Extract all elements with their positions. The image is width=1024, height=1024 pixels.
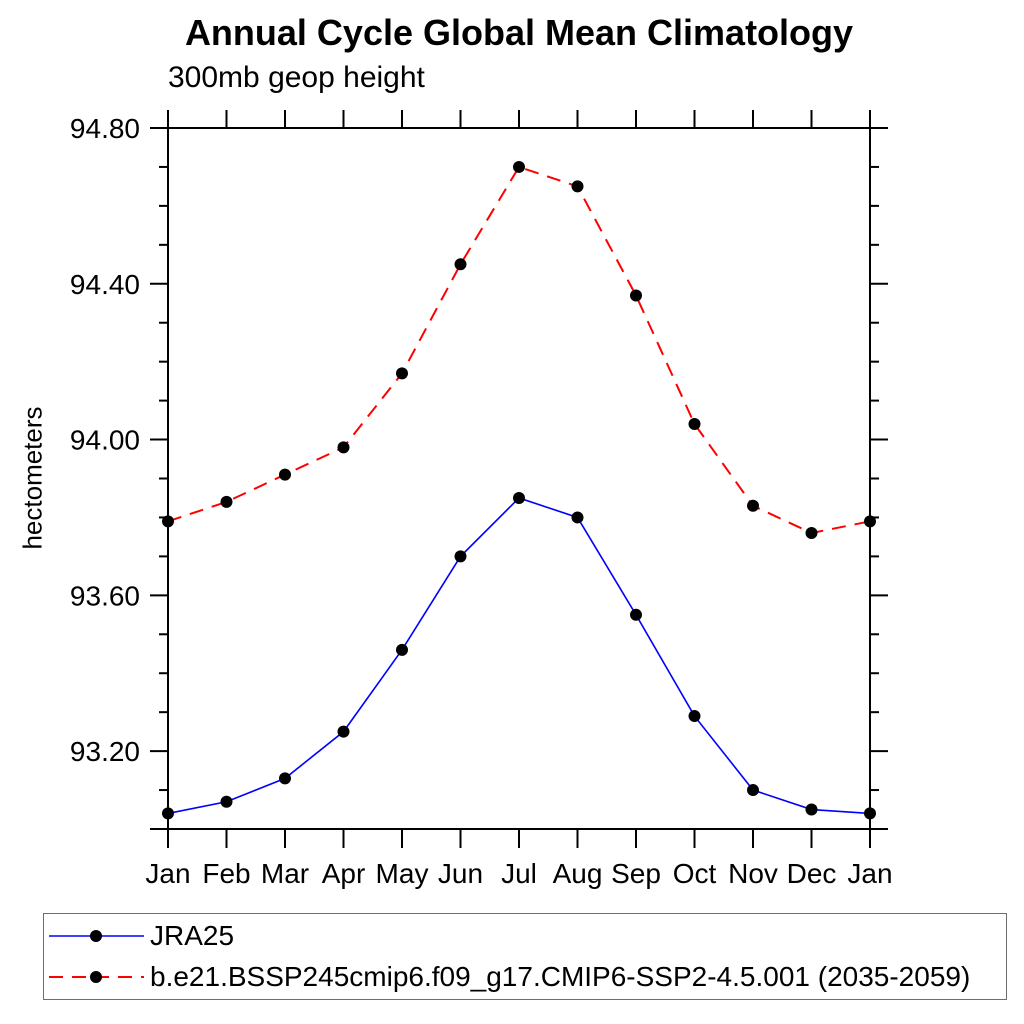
data-point <box>864 807 876 820</box>
x-tick-label: Jan <box>847 858 892 889</box>
y-tick-label: 94.80 <box>70 113 140 144</box>
x-tick-label: Oct <box>673 858 717 889</box>
series-line-0 <box>167 497 871 815</box>
legend-label: b.e21.BSSP245cmip6.f09_g17.CMIP6-SSP2-4.… <box>150 961 971 993</box>
legend-item-jra25: JRA25 <box>44 916 1006 956</box>
x-tick-label: Sep <box>611 858 661 889</box>
legend-line-sample-solid <box>49 929 144 942</box>
chart-title: Annual Cycle Global Mean Climatology <box>184 12 854 53</box>
data-point <box>688 710 701 723</box>
data-point <box>864 515 876 528</box>
data-point <box>454 258 467 271</box>
data-point <box>571 180 584 193</box>
data-point <box>396 367 408 380</box>
data-point <box>688 417 701 430</box>
legend-sample-marker <box>90 971 102 984</box>
x-tick-label: Jun <box>438 858 483 889</box>
data-point <box>162 515 174 528</box>
data-point <box>162 807 174 820</box>
data-point <box>513 160 525 173</box>
y-axis-label: hectometers <box>17 406 48 550</box>
y-tick-label: 93.20 <box>70 736 140 767</box>
x-tick-label: Jan <box>145 858 190 889</box>
data-point <box>747 499 759 512</box>
data-point <box>630 608 642 621</box>
data-point <box>805 803 818 816</box>
y-tick-label: 93.60 <box>70 580 140 611</box>
legend-sample-marker <box>90 929 102 942</box>
series-line-1 <box>167 165 871 535</box>
x-tick-label: Dec <box>787 858 837 889</box>
x-tick-label: Aug <box>553 858 603 889</box>
data-point <box>747 784 759 797</box>
data-point <box>337 441 350 454</box>
x-tick-label: Feb <box>202 858 250 889</box>
plot-frame <box>167 127 871 830</box>
chart-subtitle: 300mb geop height <box>168 61 425 94</box>
data-point <box>220 495 233 508</box>
legend: JRA25 b.e21.BSSP245cmip6.f09_g17.CMIP6-S… <box>43 913 1007 1000</box>
x-tick-label: Mar <box>261 858 309 889</box>
data-point <box>454 550 467 563</box>
data-point <box>279 772 291 785</box>
data-point <box>630 289 642 302</box>
legend-item-model: b.e21.BSSP245cmip6.f09_g17.CMIP6-SSP2-4.… <box>44 957 1006 997</box>
x-tick-label: May <box>376 858 429 889</box>
y-tick-label: 94.40 <box>70 269 140 300</box>
data-point <box>513 491 525 504</box>
y-tick-label: 94.00 <box>70 425 140 456</box>
legend-label: JRA25 <box>150 919 235 951</box>
legend-line-sample-dashed <box>49 971 144 984</box>
data-point <box>220 795 233 808</box>
data-point <box>279 468 291 481</box>
data-point <box>396 643 408 656</box>
x-tick-label: Apr <box>322 858 366 889</box>
x-tick-label: Nov <box>728 858 778 889</box>
data-point <box>337 725 350 738</box>
data-point <box>571 511 584 524</box>
x-tick-label: Jul <box>501 858 537 889</box>
data-point <box>805 527 818 540</box>
